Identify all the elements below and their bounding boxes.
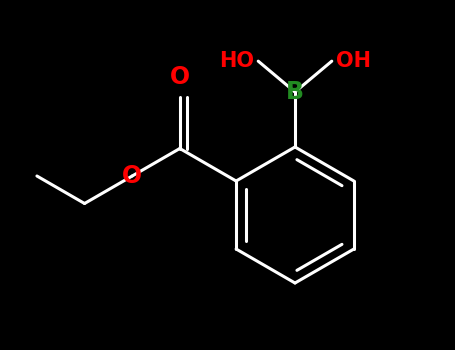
Text: HO: HO — [219, 51, 254, 71]
Text: B: B — [286, 80, 304, 104]
Text: O: O — [122, 164, 142, 188]
Text: OH: OH — [336, 51, 371, 71]
Text: O: O — [170, 64, 190, 89]
